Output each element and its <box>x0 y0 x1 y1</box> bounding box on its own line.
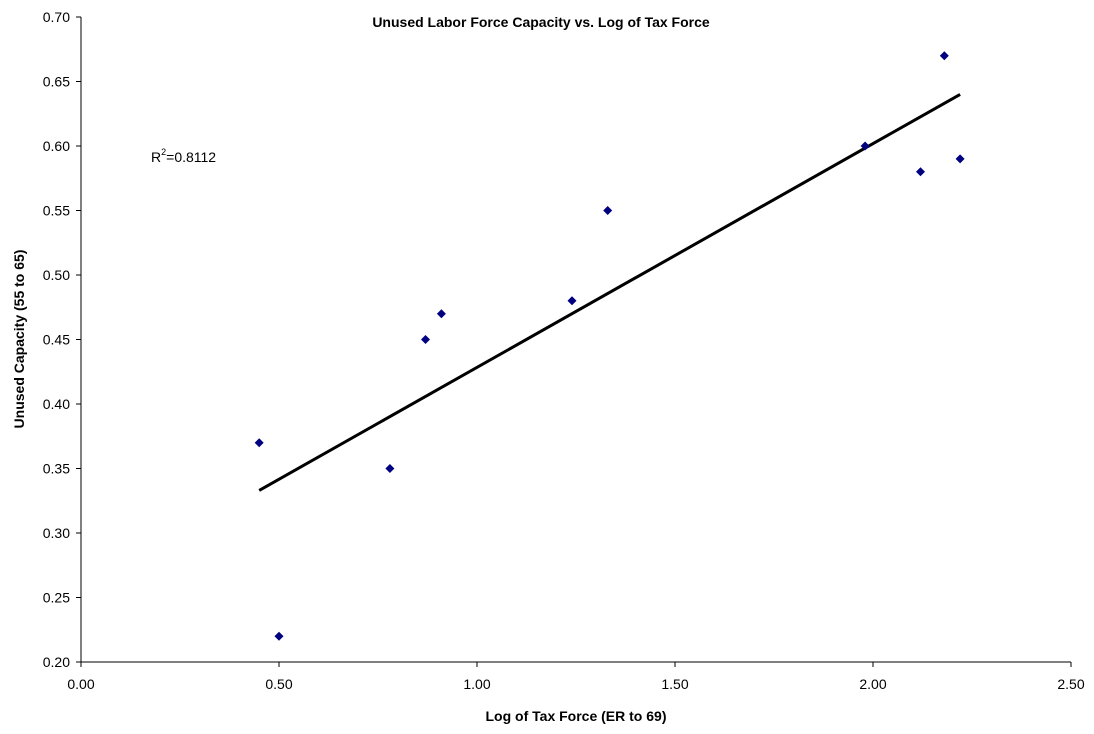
y-tick-label: 0.45 <box>43 332 70 348</box>
y-axis-label: Unused Capacity (55 to 65) <box>11 250 27 429</box>
y-tick-label: 0.40 <box>43 396 70 412</box>
y-tick-label: 0.50 <box>43 267 70 283</box>
y-tick-label: 0.25 <box>43 590 70 606</box>
r-squared-superscript: 2 <box>161 147 166 157</box>
x-tick-label: 0.50 <box>265 676 292 692</box>
y-tick-label: 0.60 <box>43 138 70 154</box>
chart-title: Unused Labor Force Capacity vs. Log of T… <box>372 14 710 30</box>
x-tick-label: 1.50 <box>661 676 688 692</box>
x-tick-label: 2.00 <box>859 676 886 692</box>
y-tick-label: 0.70 <box>43 9 70 25</box>
trendline <box>258 93 961 492</box>
data-point <box>603 206 613 215</box>
x-tick-label: 0.00 <box>67 676 94 692</box>
y-tick-label: 0.35 <box>43 461 70 477</box>
data-point <box>916 167 925 177</box>
y-tick-label: 0.20 <box>43 654 70 670</box>
data-point <box>274 631 284 641</box>
data-point <box>567 296 577 306</box>
x-axis: 0.00 0.50 1.00 1.50 2.00 2.50 <box>67 661 1085 692</box>
r-squared-value: =0.8112 <box>166 149 216 165</box>
x-tick-label: 1.00 <box>463 676 490 692</box>
y-tick-label: 0.30 <box>43 525 70 541</box>
trendline-group <box>258 93 961 492</box>
y-tick-label: 0.65 <box>43 74 70 90</box>
data-points <box>254 51 965 641</box>
y-axis: 0.20 0.25 0.30 0.35 0.40 0.45 0.50 0.55 0.60 0.65… <box>43 9 82 670</box>
data-point <box>860 141 870 151</box>
r-squared-annotation: R2=0.8112 <box>151 147 216 165</box>
data-point <box>955 154 965 164</box>
data-point <box>436 309 446 319</box>
x-axis-label: Log of Tax Force (ER to 69) <box>486 708 667 724</box>
r-squared-prefix: R <box>151 149 161 165</box>
data-point <box>254 438 264 448</box>
x-tick-label: 2.50 <box>1057 676 1084 692</box>
data-point <box>421 335 430 344</box>
y-tick-label: 0.55 <box>43 203 70 219</box>
data-point <box>385 464 395 473</box>
data-point <box>939 51 949 61</box>
